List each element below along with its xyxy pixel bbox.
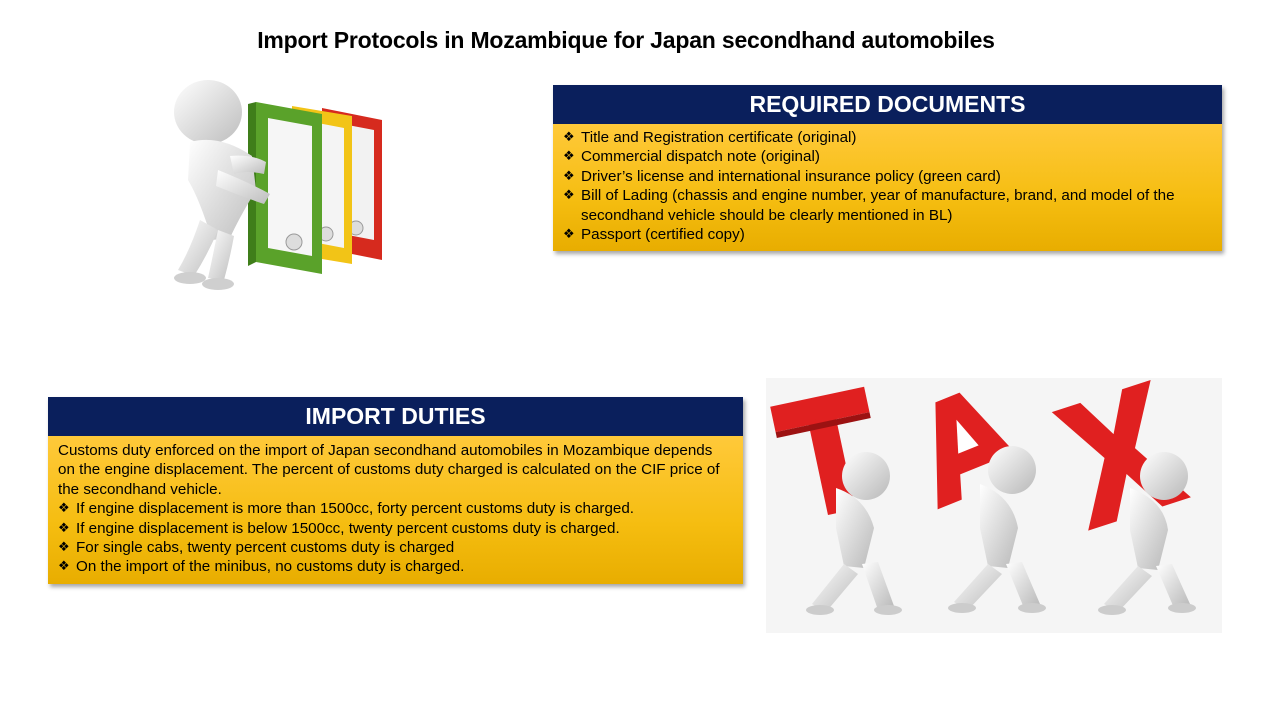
required-documents-body: ❖ Title and Registration certificate (ori…	[553, 124, 1222, 252]
required-documents-heading: REQUIRED DOCUMENTS	[553, 85, 1222, 124]
diamond-bullet-icon: ❖	[563, 227, 575, 243]
list-item: ❖ Passport (certified copy)	[563, 226, 745, 244]
list-item: ❖ If engine displacement is below 1500cc,…	[58, 519, 620, 537]
diamond-bullet-icon: ❖	[58, 501, 70, 517]
import-duties-panel: IMPORT DUTIES Customs duty enforced on t…	[48, 397, 743, 584]
binders-illustration	[160, 70, 400, 298]
import-duties-heading: IMPORT DUTIES	[48, 397, 743, 436]
diamond-bullet-icon: ❖	[563, 130, 575, 145]
import-duties-list: ❖ If engine displacement is more than 150…	[58, 499, 733, 577]
diamond-bullet-icon: ❖	[563, 168, 575, 184]
list-item: ❖ On the import of the minibus, no custom…	[58, 558, 465, 576]
list-item: ❖ Bill of Lading (chassis and engine numb…	[563, 187, 1175, 224]
tax-illustration	[766, 378, 1222, 633]
list-item: ❖ Driver’s license and international insu…	[563, 167, 1001, 185]
diamond-bullet-icon: ❖	[58, 540, 70, 556]
list-item: ❖ Commercial dispatch note (original)	[563, 148, 820, 166]
import-duties-intro: Customs duty enforced on the import of J…	[58, 442, 720, 498]
diamond-bullet-icon: ❖	[58, 520, 70, 536]
required-documents-panel: REQUIRED DOCUMENTS ❖ Title and Registrati…	[553, 85, 1222, 252]
list-item: ❖ If engine displacement is more than 150…	[58, 500, 635, 518]
diamond-bullet-icon: ❖	[563, 149, 575, 165]
list-item: ❖ Title and Registration certificate (ori…	[563, 129, 857, 146]
list-item: ❖ For single cabs, twenty percent customs…	[58, 539, 455, 557]
diamond-bullet-icon: ❖	[58, 559, 70, 575]
page-title: Import Protocols in Mozambique for Japan…	[257, 27, 995, 53]
import-duties-body: Customs duty enforced on the import of J…	[48, 436, 743, 584]
required-documents-list: ❖ Title and Registration certificate (ori…	[563, 128, 1212, 244]
diamond-bullet-icon: ❖	[563, 188, 575, 204]
